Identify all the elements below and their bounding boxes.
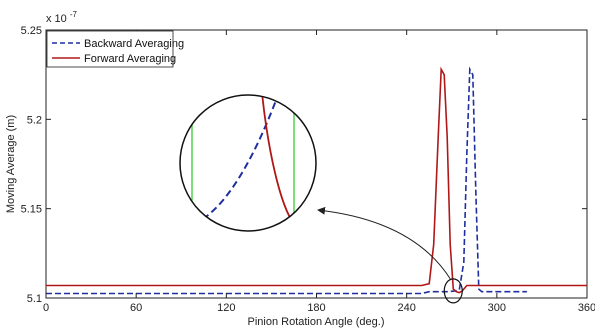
x-tick-label: 360 (578, 302, 595, 314)
x-axis-label: Pinion Rotation Angle (deg.) (248, 316, 385, 328)
x-tick-label: 300 (488, 302, 506, 314)
x-tick-label: 0 (43, 302, 49, 314)
legend: Backward Averaging Forward Averaging (46, 30, 184, 68)
legend-label-backward: Backward Averaging (84, 38, 184, 50)
x-tick-label: 60 (130, 302, 142, 314)
legend-label-forward: Forward Averaging (84, 53, 176, 65)
legend-box (46, 30, 174, 68)
y-tick-label: 5.2 (27, 114, 42, 126)
y-tick-label: 5.15 (21, 204, 42, 216)
x-tick-label: 120 (217, 302, 235, 314)
y-axis-label: Moving Average (m) (5, 115, 17, 213)
y-exponent-label: x 10 -7 (46, 10, 78, 25)
series-line-forward (46, 66, 587, 294)
y-tick-label: 5.25 (21, 25, 42, 37)
inset-backward-curve (192, 95, 279, 225)
y-exponent-power: -7 (70, 10, 78, 19)
series-line-backward (46, 66, 527, 295)
x-tick-label: 180 (307, 302, 325, 314)
y-exponent-base: x 10 (46, 13, 67, 25)
inset-circle-border (179, 94, 317, 232)
zoom-target-marker (443, 278, 463, 304)
zoom-arrow (317, 206, 451, 280)
x-tick-label: 240 (397, 302, 415, 314)
y-tick-label: 5.1 (27, 293, 42, 305)
